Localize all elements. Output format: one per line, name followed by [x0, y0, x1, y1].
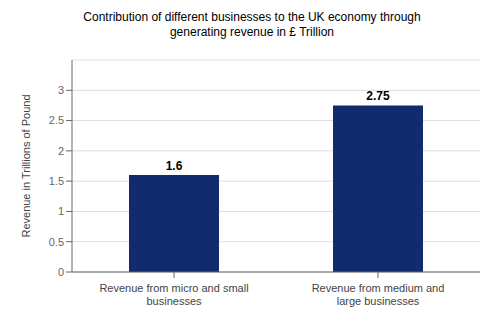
svg-text:Revenue from medium andlarge b: Revenue from medium andlarge businesses: [312, 282, 445, 307]
svg-text:Revenue in Trillions of Pound: Revenue in Trillions of Pound: [20, 94, 32, 237]
svg-text:2.75: 2.75: [366, 89, 390, 103]
svg-text:0.5: 0.5: [49, 236, 64, 248]
svg-text:2: 2: [58, 145, 64, 157]
svg-text:1.6: 1.6: [166, 159, 183, 173]
svg-text:0: 0: [58, 266, 64, 278]
html-text:Contribution of different busi: Contribution of different businesses to …: [83, 10, 421, 24]
svg-text:2.5: 2.5: [49, 114, 64, 126]
svg-text:1.5: 1.5: [49, 175, 64, 187]
svg-text:Revenue from micro and smallbu: Revenue from micro and smallbusinesses: [99, 282, 248, 307]
svg-text:1: 1: [58, 205, 64, 217]
svg-text:3: 3: [58, 84, 64, 96]
html-text:generating revenue in £ Trilli: generating revenue in £ Trillion: [169, 25, 334, 39]
